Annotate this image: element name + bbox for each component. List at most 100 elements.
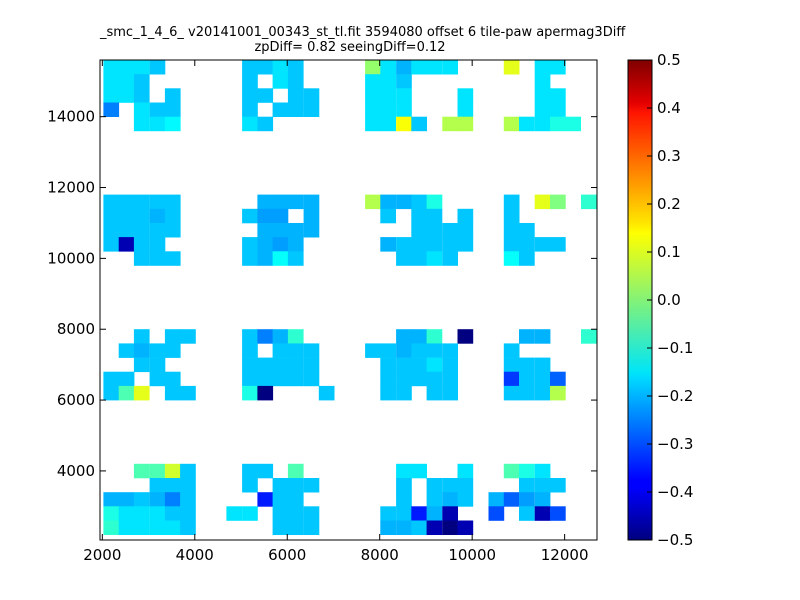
heatmap-cell [272,371,289,387]
y-tick-label: 6000 [57,391,95,409]
heatmap-cell [303,520,320,535]
heatmap-cell [488,492,505,507]
heatmap-cell [149,60,166,75]
heatmap-cell [396,492,412,507]
heatmap-cell [272,357,289,373]
heatmap-cell [272,329,289,344]
heatmap-cell [534,492,551,507]
heatmap-cell [534,194,551,210]
heatmap-cell [164,506,181,521]
heatmap-cell [133,329,150,344]
heatmap-cell [426,371,443,387]
heatmap-cell [457,116,474,132]
heatmap-cell [380,520,396,535]
heatmap-cell [534,237,551,252]
heatmap-cell [396,478,412,493]
colorbar-tick-label: −0.4 [657,483,693,501]
heatmap-cell [457,463,474,479]
heatmap-cell [272,478,289,493]
heatmap-cell [164,478,181,493]
heatmap-cell [303,371,320,387]
heatmap-cell [442,506,458,521]
heatmap-cell [133,251,150,266]
heatmap-cell [242,385,258,401]
heatmap-cell [442,223,458,238]
heatmap-cell [242,463,258,479]
heatmap-cell [287,492,304,507]
heatmap-cell [442,478,458,493]
heatmap-cell [133,385,150,401]
heatmap-cell [503,208,520,224]
heatmap-cell [365,74,381,89]
heatmap-cell [426,385,443,401]
plot-frame [99,59,598,541]
chart-title: _smc_1_4_6_ v20141001_00343_st_tl.fit 35… [100,25,626,40]
heatmap-cell [118,506,135,521]
heatmap-cell [303,208,320,224]
heatmap-cell [519,116,535,132]
heatmap-cell [164,223,181,238]
heatmap-cell [396,343,412,358]
heatmap-cell [426,208,443,224]
heatmap-cell [103,194,120,210]
heatmap-cell [457,237,474,252]
heatmap-cell [411,371,427,387]
y-tick-label: 10000 [47,249,95,267]
heatmap-cell [149,478,166,493]
heatmap-cell [411,329,427,344]
heatmap-cell [396,60,412,75]
heatmap-cell [287,194,304,210]
heatmap-cell [133,223,150,238]
heatmap-cell [272,194,289,210]
heatmap-cell [287,371,304,387]
heatmap-cell [426,194,443,210]
heatmap-cell [503,251,520,266]
heatmap-cell [442,371,458,387]
heatmap-cell [242,208,258,224]
heatmap-cell [103,223,120,238]
y-tick-label: 14000 [47,108,95,126]
heatmap-cell [133,463,150,479]
heatmap-cell [180,506,196,521]
heatmap-cell [411,506,427,521]
heatmap-cell [411,251,427,266]
heatmap-cell [380,237,396,252]
heatmap-cell [457,492,474,507]
y-tick-label: 12000 [47,179,95,197]
heatmap-cell [442,116,458,132]
heatmap-cell [272,208,289,224]
heatmap-cell [503,343,520,358]
heatmap-cell [396,88,412,103]
heatmap-cell [550,237,566,252]
heatmap-cell [242,102,258,117]
heatmap-cell [380,208,396,224]
heatmap-cell [133,237,150,252]
heatmap-cell [133,74,150,89]
heatmap-cell [133,520,150,535]
heatmap-cell [242,357,258,373]
y-tick-label: 4000 [57,462,95,480]
colorbar-tick-label: 0.2 [657,195,681,213]
heatmap-cell [257,463,274,479]
heatmap-cell [457,329,474,344]
heatmap-cell [488,506,505,521]
heatmap-cell [442,237,458,252]
heatmap-cell [257,60,274,75]
heatmap-cell [411,60,427,75]
heatmap-cell [442,251,458,266]
heatmap-cell [257,492,274,507]
heatmap-cell [396,371,412,387]
heatmap-cell [411,116,427,132]
heatmap-cell [164,208,181,224]
heatmap-cell [565,116,581,132]
heatmap-cell [118,208,135,224]
heatmap-cell [519,478,535,493]
heatmap-cell [149,116,166,132]
heatmap-cell [519,492,535,507]
heatmap-cell [426,343,443,358]
heatmap-cell [503,116,520,132]
heatmap-cell [118,223,135,238]
heatmap-cell [503,492,520,507]
heatmap-cell [411,343,427,358]
heatmap-cell [411,237,427,252]
